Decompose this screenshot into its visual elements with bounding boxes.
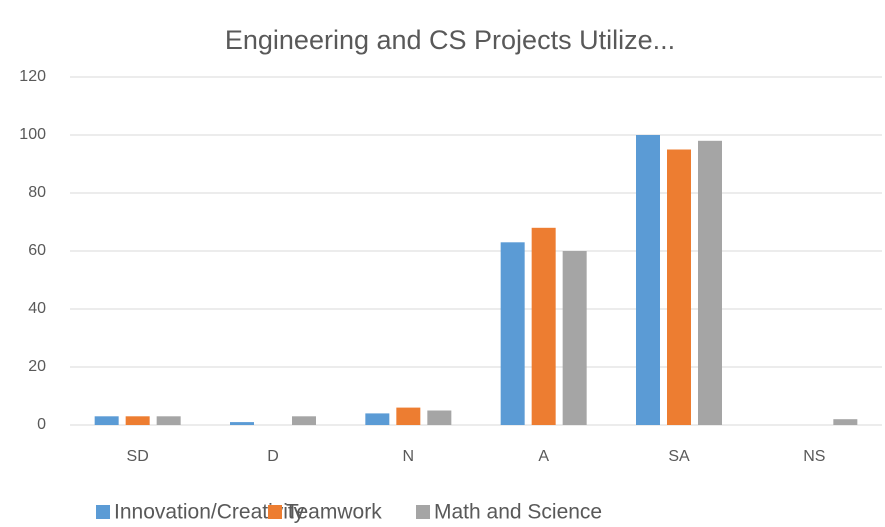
y-tick-label: 0: [37, 416, 46, 433]
chart-title: Engineering and CS Projects Utilize...: [225, 25, 675, 55]
legend-swatch: [416, 505, 430, 519]
y-tick-label: 40: [28, 300, 46, 317]
bar: [562, 251, 587, 425]
bar: [500, 242, 525, 425]
bar: [365, 413, 390, 425]
legend-swatch: [268, 505, 282, 519]
bar: [396, 407, 421, 425]
x-tick-label: SD: [127, 448, 149, 465]
x-tick-label: N: [403, 448, 415, 465]
y-tick-label: 120: [19, 68, 46, 85]
bar: [292, 416, 316, 425]
legend-swatch: [96, 505, 110, 519]
bar: [156, 416, 181, 425]
bar: [531, 227, 556, 425]
y-tick-label: 20: [28, 358, 46, 375]
x-tick-label: SA: [668, 448, 690, 465]
bar: [427, 410, 452, 425]
bar: [636, 135, 660, 425]
y-tick-label: 60: [28, 242, 46, 259]
x-tick-label: D: [267, 448, 279, 465]
bar: [94, 416, 119, 425]
x-tick-label: A: [538, 448, 549, 465]
bar: [230, 422, 254, 425]
x-tick-label: NS: [803, 448, 825, 465]
legend-label: Math and Science: [434, 501, 602, 524]
bar: [125, 416, 150, 425]
y-tick-label: 100: [19, 126, 46, 143]
bar: [698, 140, 722, 426]
bar: [833, 419, 858, 425]
bar: [667, 149, 691, 425]
legend-label: Innovation/Creativity: [114, 501, 305, 524]
legend-label: Teamwork: [286, 501, 382, 524]
y-tick-label: 80: [28, 184, 46, 201]
